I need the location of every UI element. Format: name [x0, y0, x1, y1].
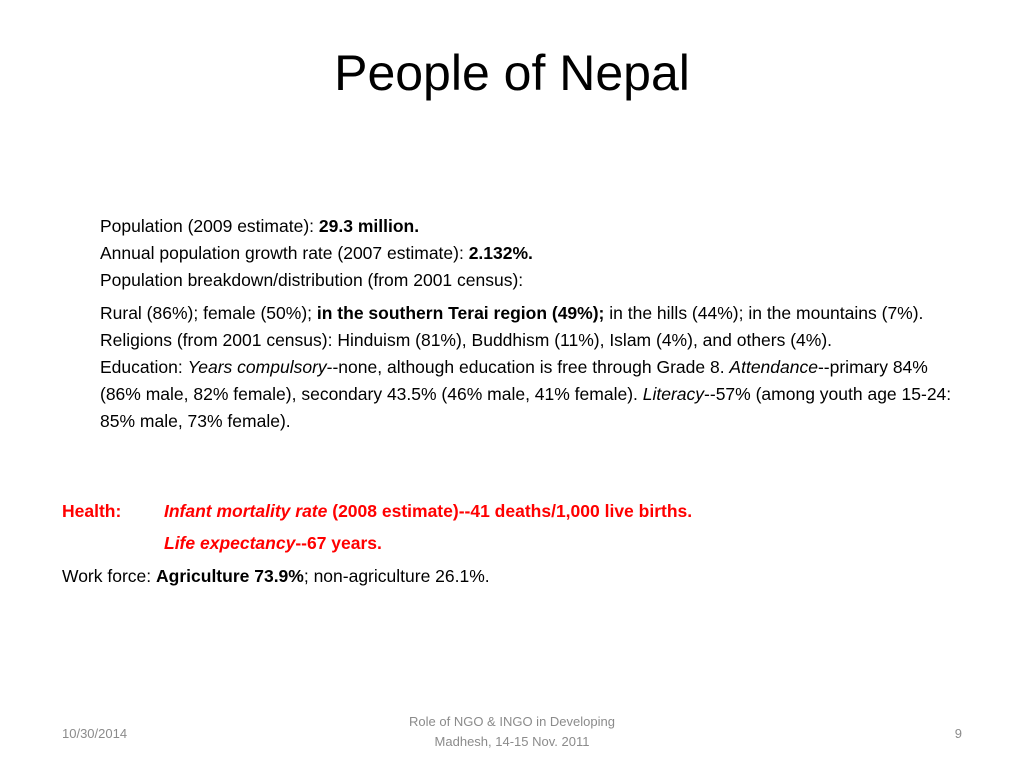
breakdown-bold: in the southern Terai region (49%); [316, 303, 605, 323]
years-compulsory-label: Years compulsory [187, 357, 327, 377]
literacy-label: Literacy [642, 384, 705, 404]
work-force-line: Work force: Agriculture 73.9%; non-agric… [62, 562, 962, 590]
growth-line: Annual population growth rate (2007 esti… [100, 240, 970, 267]
population-line: Population (2009 estimate): 29.3 million… [100, 213, 970, 240]
breakdown-label: Population breakdown/distribution (from … [100, 270, 524, 290]
footer-center-line1: Role of NGO & INGO in Developing [409, 714, 615, 729]
education-prefix: Education: [100, 357, 188, 377]
religions-line: Religions (from 2001 census): Hinduism (… [100, 330, 833, 350]
infant-mortality: Infant mortality rate (2008 estimate)--4… [164, 497, 692, 525]
health-row-infant: Health: Infant mortality rate (2008 esti… [62, 497, 962, 525]
population-value: 29.3 million. [318, 216, 420, 236]
body-text: Population (2009 estimate): 29.3 million… [100, 213, 970, 435]
footer-center: Role of NGO & INGO in Developing Madhesh… [362, 712, 662, 752]
health-row-life: Life expectancy--67 years. [62, 529, 962, 557]
slide-title: People of Nepal [334, 45, 690, 101]
health-label: Health: [62, 501, 122, 521]
footer-date: 10/30/2014 [62, 726, 128, 741]
work-suffix: ; non-agriculture 26.1%. [303, 566, 490, 586]
infant-mortality-label: Infant mortality rate [164, 501, 328, 521]
attendance-label: Attendance [729, 357, 818, 377]
growth-value: 2.132%. [468, 243, 533, 263]
work-agriculture: Agriculture 73.9% [156, 566, 304, 586]
life-expectancy-text: --67 years. [295, 533, 382, 553]
education-line: Education: Years compulsory--none, altho… [100, 354, 970, 435]
infant-mortality-text: (2008 estimate)--41 deaths/1,000 live bi… [327, 501, 693, 521]
page-number: 9 [954, 726, 962, 741]
years-compulsory-text: --none, although education is free throu… [326, 357, 730, 377]
population-label: Population (2009 estimate): [100, 216, 319, 236]
footer-center-line2: Madhesh, 14-15 Nov. 2011 [434, 734, 590, 749]
literacy-text: --57% (among youth age 15-24: 85% male, … [100, 384, 952, 431]
growth-label: Annual population growth rate (2007 esti… [100, 243, 469, 263]
breakdown-line: Rural (86%); female (50%); in the southe… [100, 300, 970, 327]
work-prefix: Work force: [62, 566, 157, 586]
breakdown-part2: in the hills (44%); in the mountains (7%… [604, 303, 924, 323]
life-expectancy-label: Life expectancy [164, 533, 296, 553]
breakdown-part1: Rural (86%); female (50%); [100, 303, 317, 323]
health-block: Health: Infant mortality rate (2008 esti… [62, 497, 962, 557]
attendance-text: --primary 84% (86% male, 82% female), se… [100, 357, 928, 404]
